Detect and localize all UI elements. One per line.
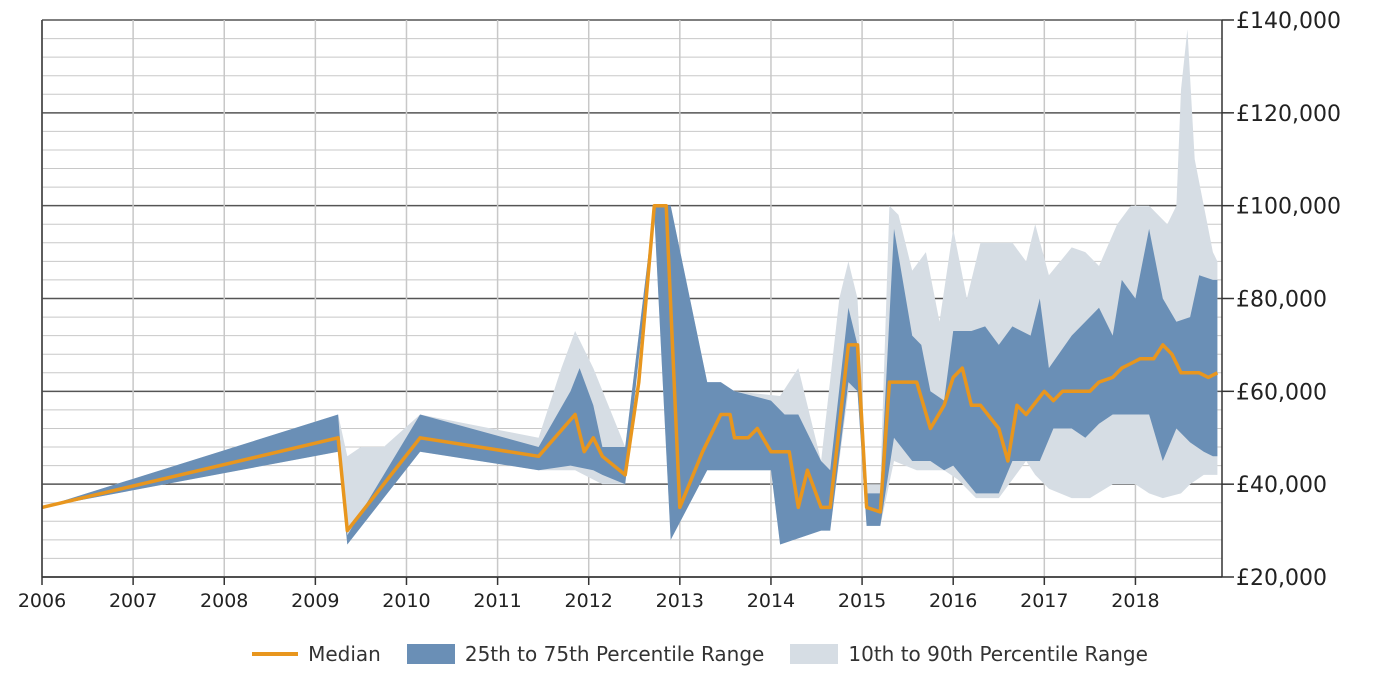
legend-swatch-median (252, 652, 299, 656)
x-tick-label: 2009 (291, 590, 339, 612)
x-tick-label: 2015 (838, 590, 886, 612)
median-line (41, 203, 1219, 533)
x-tick-label: 2014 (747, 590, 795, 612)
y-tick-label: £100,000 (1236, 195, 1341, 220)
legend: Median 25th to 75th Percentile Range 10t… (0, 638, 1400, 670)
x-tick-label: 2013 (656, 590, 704, 612)
axis-layer: 2006 2007 2008 2009 2010 2011 2012 2013 2014 2015… (18, 9, 1341, 612)
legend-swatch-25-75 (406, 644, 455, 664)
y-tick-label: £140,000 (1236, 9, 1341, 34)
legend-item-median[interactable]: Median (252, 642, 381, 666)
legend-item-25-75[interactable]: 25th to 75th Percentile Range (406, 642, 765, 666)
x-tick-label: 2016 (929, 590, 977, 612)
x-tick-label: 2006 (18, 590, 66, 612)
band-25-75 (42, 205, 1218, 545)
legend-swatch-10-90 (790, 644, 839, 664)
legend-label-10-90: 10th to 90th Percentile Range (848, 642, 1148, 666)
y-tick-label: £80,000 (1236, 288, 1327, 313)
x-tick-label: 2008 (200, 590, 248, 612)
x-tick-label: 2010 (382, 590, 430, 612)
x-tick-label: 2018 (1111, 590, 1159, 612)
y-tick-label: £40,000 (1236, 473, 1327, 498)
x-tick-label: 2007 (109, 590, 157, 612)
x-tick-label: 2011 (473, 590, 521, 612)
y-tick-label: £20,000 (1236, 566, 1327, 591)
legend-label-25-75: 25th to 75th Percentile Range (464, 642, 765, 666)
x-tick-label: 2012 (565, 590, 613, 612)
y-tick-label: £60,000 (1236, 380, 1327, 405)
legend-label-median: Median (308, 642, 381, 666)
legend-item-10-90[interactable]: 10th to 90th Percentile Range (790, 642, 1148, 666)
x-tick-label: 2017 (1020, 590, 1068, 612)
y-tick-label: £120,000 (1236, 102, 1341, 127)
